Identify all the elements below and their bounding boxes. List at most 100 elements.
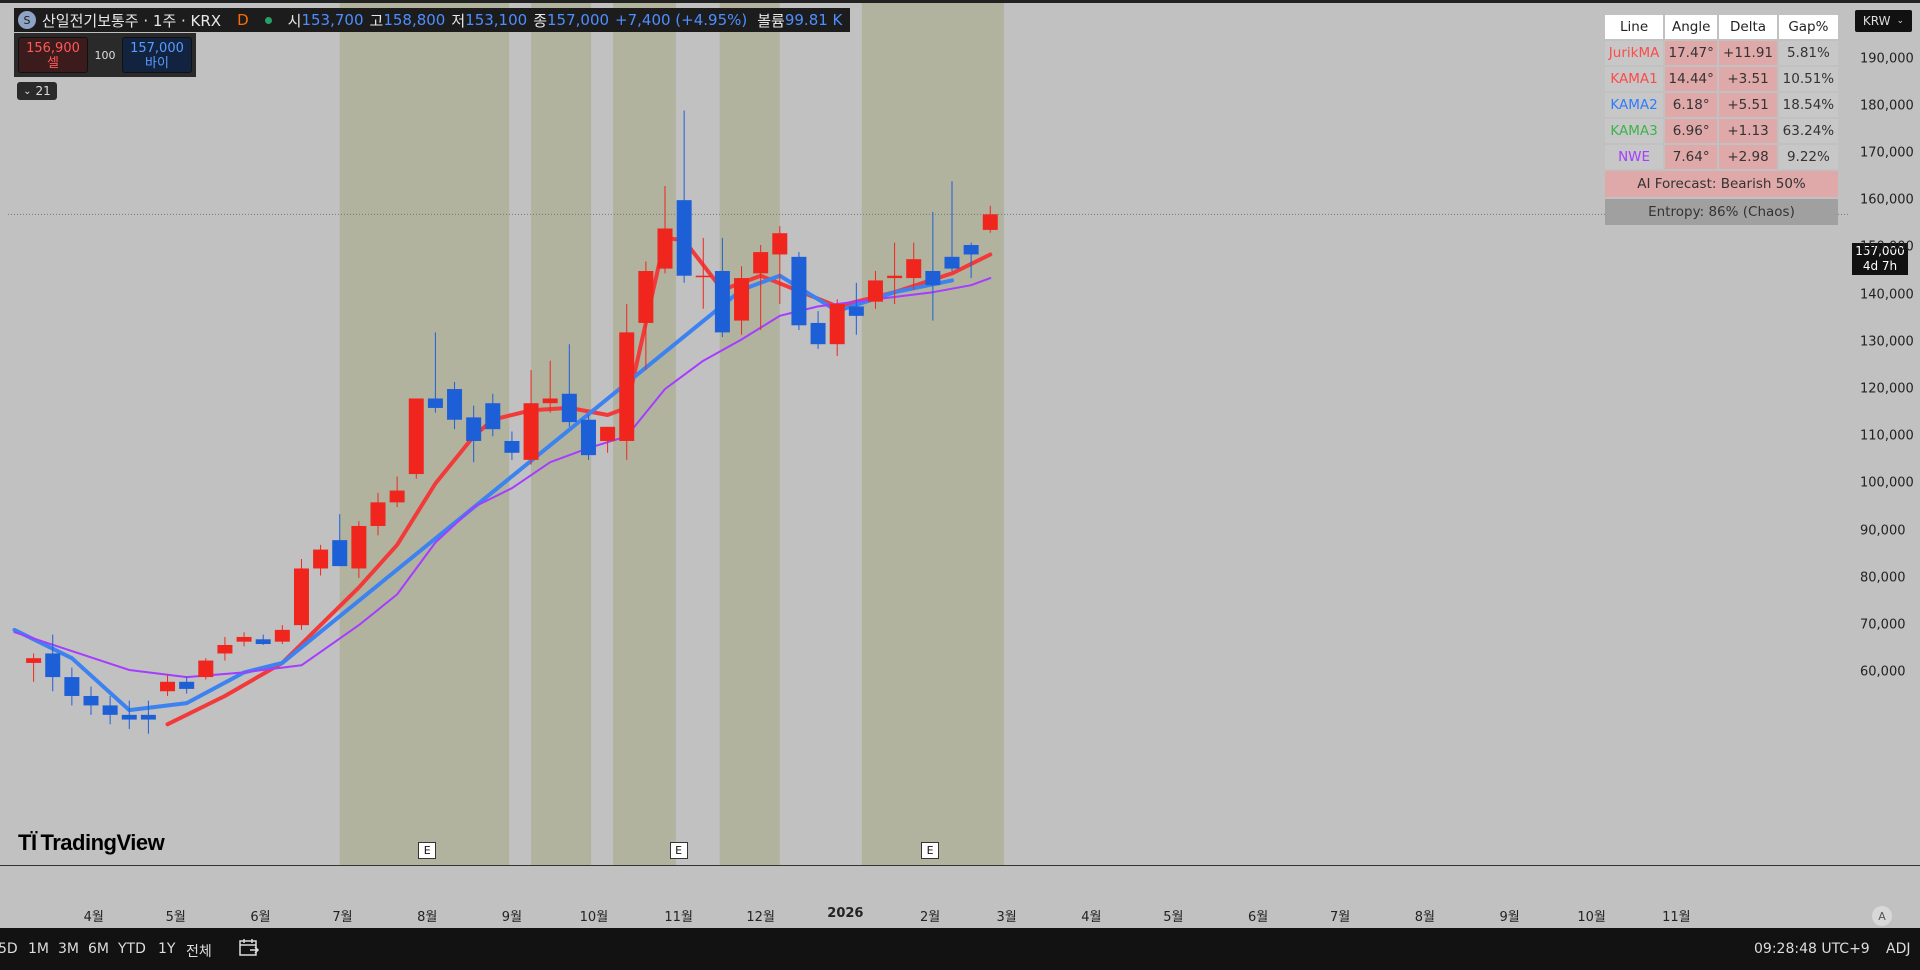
buy-button[interactable]: 157,000 바이 xyxy=(122,37,192,73)
adj-toggle[interactable]: ADJ xyxy=(1886,941,1911,957)
candle-body xyxy=(160,681,176,692)
range-5d[interactable]: 5D xyxy=(0,941,18,957)
range-ytd[interactable]: YTD xyxy=(118,941,146,957)
candle-body xyxy=(198,660,214,678)
market-status-icon xyxy=(264,16,272,24)
indicator-row: KAMA3 6.96° +1.13 63.24% xyxy=(1605,119,1838,143)
price-tick-label: 180,000 xyxy=(1860,98,1914,114)
candle-body xyxy=(121,714,137,720)
candle-body xyxy=(255,639,271,645)
session-band xyxy=(861,3,1004,865)
price-tick-label: 80,000 xyxy=(1860,570,1906,586)
close-value: 157,000 xyxy=(547,11,610,29)
gap-cell: 63.24% xyxy=(1778,119,1838,143)
delta-cell: +2.98 xyxy=(1719,145,1777,169)
chevron-down-icon: ⌄ xyxy=(1896,16,1905,26)
symbol-header[interactable]: S 산일전기보통주 · 1주 · KRX D 시 153,700 고 158,800… xyxy=(14,8,851,32)
candle-body xyxy=(657,228,673,269)
earnings-marker[interactable]: E xyxy=(418,842,437,859)
date-range-icon[interactable] xyxy=(238,938,260,958)
candle-body xyxy=(619,332,635,441)
time-tick-label: 9월 xyxy=(501,910,523,925)
bar-countdown: 4d 7h xyxy=(1862,259,1898,273)
time-tick-label: 2026 xyxy=(827,906,864,921)
candle-body xyxy=(561,393,577,423)
sell-button[interactable]: 156,900 셀 xyxy=(18,37,88,73)
line-name: KAMA1 xyxy=(1605,67,1664,91)
time-tick-label: 9월 xyxy=(1499,910,1520,925)
current-price-value: 157,000 xyxy=(1855,244,1905,258)
range-1y[interactable]: 1Y xyxy=(158,941,176,957)
open-value: 153,700 xyxy=(301,11,364,29)
range-6m[interactable]: 6M xyxy=(88,941,109,957)
low-label: 저 xyxy=(451,11,466,30)
range-1m[interactable]: 1M xyxy=(28,941,49,957)
candle-body xyxy=(370,502,386,526)
line-name: KAMA3 xyxy=(1605,119,1664,143)
candle-body xyxy=(389,490,405,503)
candle-body xyxy=(714,270,730,333)
gap-cell: 9.22% xyxy=(1778,145,1838,169)
low-value: 153,100 xyxy=(465,11,528,29)
time-tick-label: 3월 xyxy=(996,910,1017,925)
candle-body xyxy=(542,398,558,404)
time-tick-label: 11월 xyxy=(1662,910,1691,925)
chevron-down-icon: ⌄ xyxy=(23,85,32,97)
price-tick-label: 150,000 xyxy=(1860,239,1914,255)
price-tick-label: 70,000 xyxy=(1860,617,1906,633)
chart-area[interactable]: S 산일전기보통주 · 1주 · KRX D 시 153,700 고 158,800… xyxy=(0,0,1920,928)
range-3m[interactable]: 3M xyxy=(58,941,79,957)
delta-cell: +5.51 xyxy=(1719,93,1777,117)
delta-cell: +3.51 xyxy=(1719,67,1777,91)
candle-body xyxy=(848,306,864,316)
indicator-row: KAMA2 6.18° +5.51 18.54% xyxy=(1605,93,1838,117)
order-quantity[interactable]: 100 xyxy=(94,48,116,62)
auto-label: A xyxy=(1878,909,1886,923)
price-chart[interactable] xyxy=(0,0,1920,928)
clock[interactable]: 09:28:48 UTC+9 xyxy=(1754,941,1870,957)
candle-body xyxy=(791,256,807,326)
candle-body xyxy=(485,403,501,430)
current-price-label: 157,000 4d 7h xyxy=(1852,243,1908,275)
session-band xyxy=(719,3,780,865)
time-tick-label: 5월 xyxy=(165,910,186,925)
line-name: NWE xyxy=(1605,145,1664,169)
candle-body xyxy=(925,270,941,286)
earnings-marker[interactable]: E xyxy=(921,842,940,859)
price-tick-label: 100,000 xyxy=(1860,475,1914,491)
price-tick-label: 190,000 xyxy=(1860,51,1914,66)
buy-label: 바이 xyxy=(145,56,169,71)
time-tick-label: 5월 xyxy=(1163,910,1184,925)
candle-body xyxy=(810,322,826,345)
col-header: Angle xyxy=(1665,15,1718,39)
angle-cell: 7.64° xyxy=(1665,145,1718,169)
range-all[interactable]: 전체 xyxy=(186,944,212,960)
candle-body xyxy=(906,259,922,279)
price-tick-label: 160,000 xyxy=(1860,192,1914,208)
earnings-marker[interactable]: E xyxy=(669,842,688,859)
price-tick-label: 130,000 xyxy=(1860,334,1914,350)
indicators-collapse-button[interactable]: ⌄ 21 xyxy=(17,82,57,100)
volume-label: 볼륨 xyxy=(757,11,785,30)
col-header: Gap% xyxy=(1778,15,1838,39)
tradingview-logo[interactable]: ТЇ TradingView xyxy=(18,830,165,856)
candle-body xyxy=(236,636,252,642)
price-tick-label: 140,000 xyxy=(1860,287,1914,303)
price-tick-label: 60,000 xyxy=(1860,664,1906,680)
candle-body xyxy=(753,252,769,274)
currency-button[interactable]: KRW ⌄ xyxy=(1855,10,1912,32)
open-label: 시 xyxy=(287,11,302,30)
auto-scale-button[interactable]: A xyxy=(1872,906,1892,926)
trade-panel: 156,900 셀 100 157,000 바이 xyxy=(14,33,196,77)
candle-body xyxy=(944,256,960,269)
symbol-name[interactable]: 산일전기보통주 · 1주 · KRX xyxy=(42,11,222,30)
indicator-row: NWE 7.64° +2.98 9.22% xyxy=(1605,145,1838,169)
entropy-row: Entropy: 86% (Chaos) xyxy=(1605,199,1838,225)
candle-body xyxy=(26,658,42,663)
candle-body xyxy=(351,525,367,569)
bottom-toolbar: 5D 1M 3M 6M YTD 1Y 전체 09:28:48 UTC+9 ADJ xyxy=(0,928,1920,970)
candle-body xyxy=(504,440,520,453)
delta-cell: +11.91 xyxy=(1719,41,1777,65)
time-tick-label: 12월 xyxy=(746,910,775,925)
candle-body xyxy=(982,214,998,230)
